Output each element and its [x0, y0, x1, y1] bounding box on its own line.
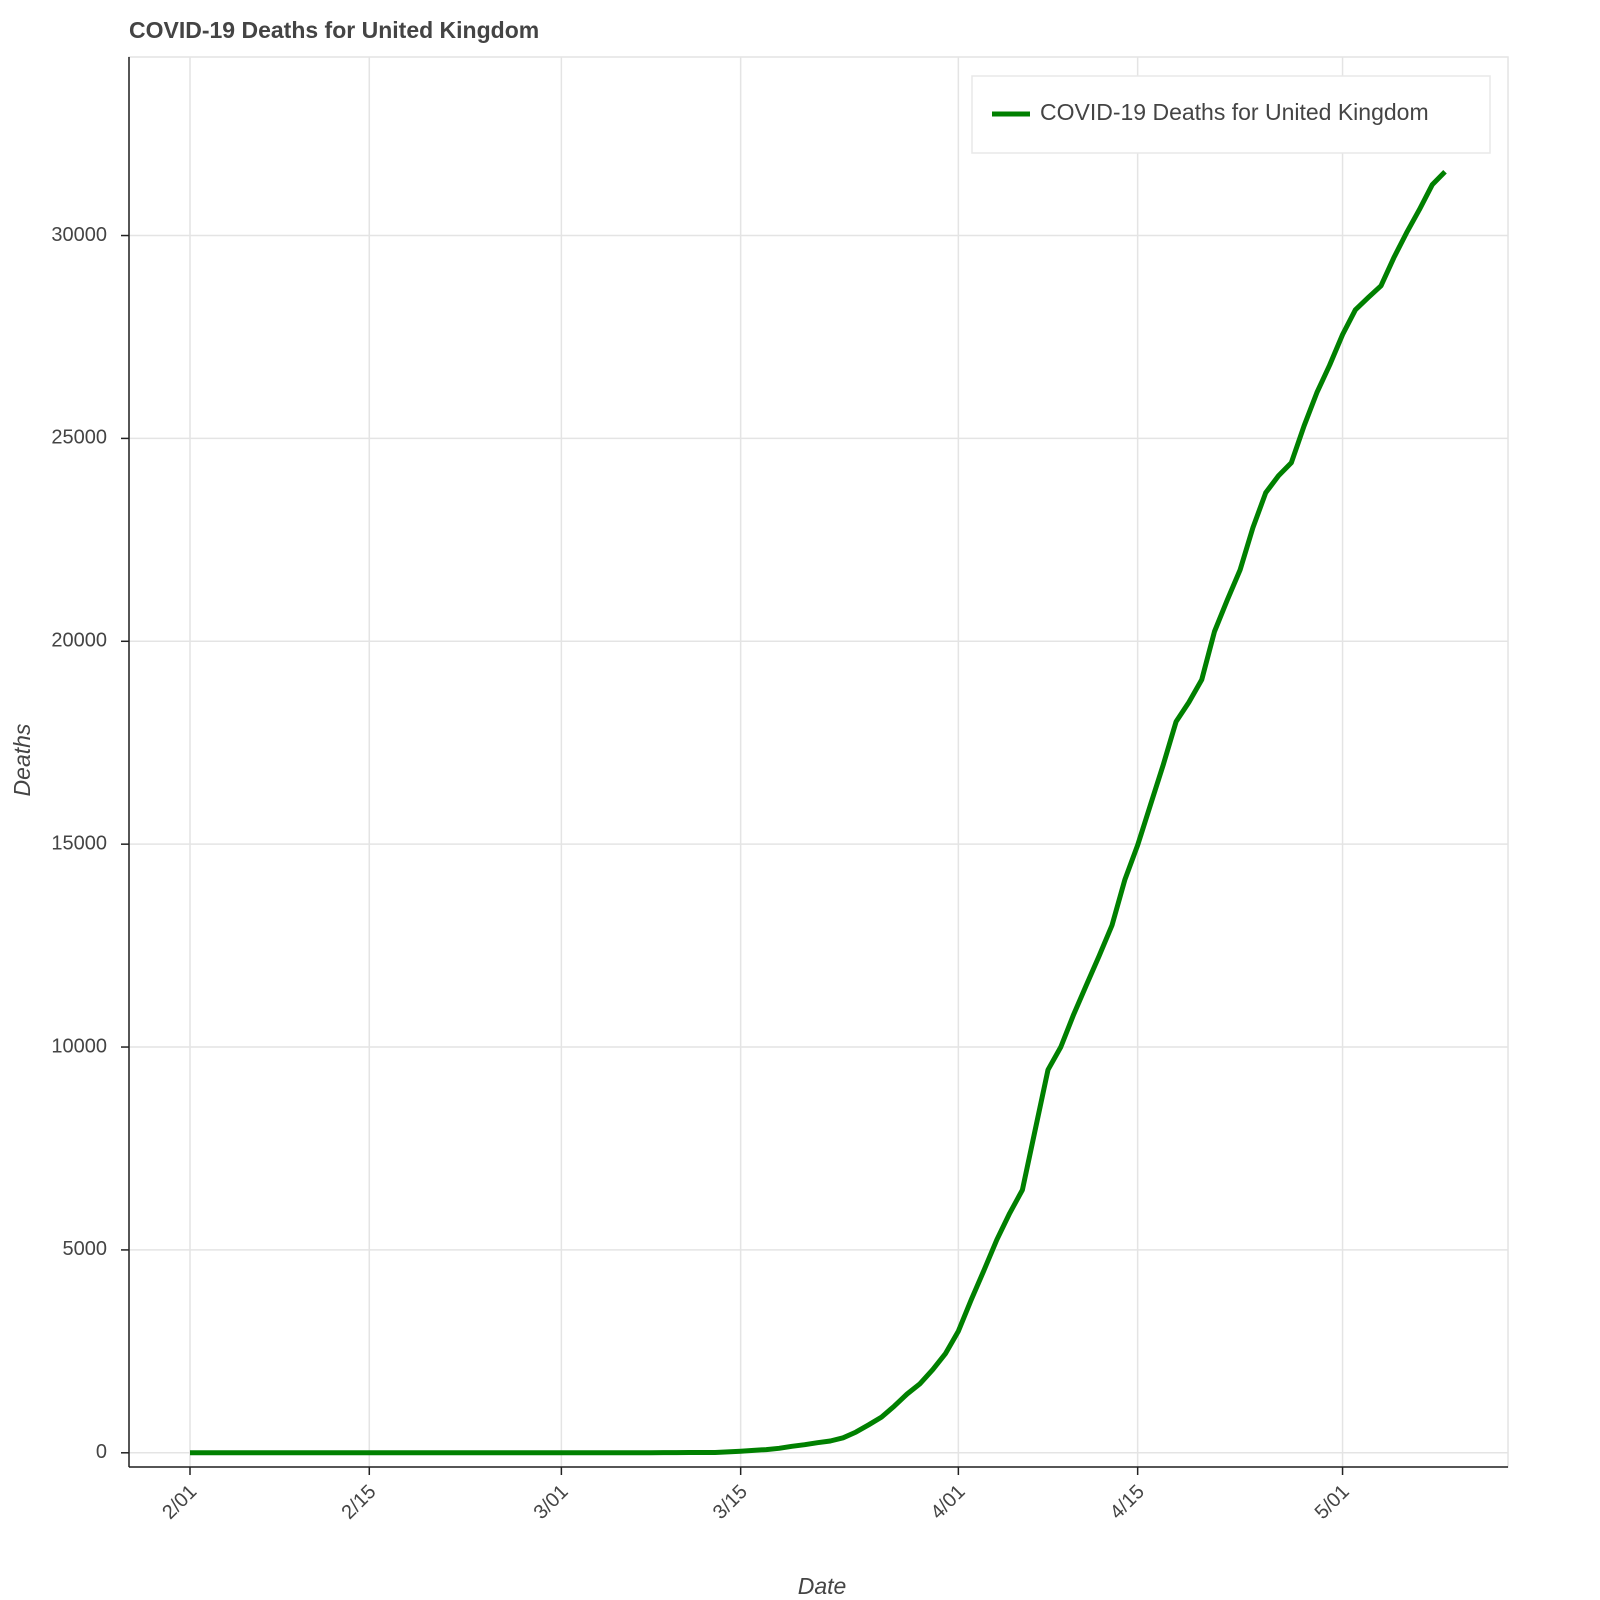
x-tick-label: 5/01: [1311, 1481, 1354, 1524]
y-tick-label: 10000: [51, 1035, 107, 1057]
y-axis-label: Deaths: [9, 723, 35, 796]
x-tick-label: 2/15: [337, 1481, 380, 1524]
x-axis-label: Date: [798, 1573, 847, 1599]
x-tick-label: 4/01: [927, 1481, 970, 1524]
x-tick-label: 2/01: [158, 1481, 201, 1524]
x-tick-label: 3/15: [709, 1481, 752, 1524]
y-tick-label: 0: [96, 1441, 107, 1463]
data-line: [190, 170, 1447, 1456]
y-tick-label: 5000: [63, 1238, 108, 1260]
plot-frame: [128, 56, 1509, 1468]
y-tick-label: 15000: [51, 832, 107, 854]
chart-title: COVID-19 Deaths for United Kingdom: [129, 17, 539, 43]
legend-label: COVID-19 Deaths for United Kingdom: [1040, 99, 1429, 125]
y-tick-label: 25000: [51, 427, 107, 449]
x-tick-label: 4/15: [1106, 1481, 1149, 1524]
legend: COVID-19 Deaths for United Kingdom: [971, 75, 1491, 154]
x-tick-label: 3/01: [530, 1481, 573, 1524]
legend-box: [971, 75, 1491, 154]
y-tick-label: 20000: [51, 630, 107, 652]
y-tick-label: 30000: [51, 224, 107, 246]
